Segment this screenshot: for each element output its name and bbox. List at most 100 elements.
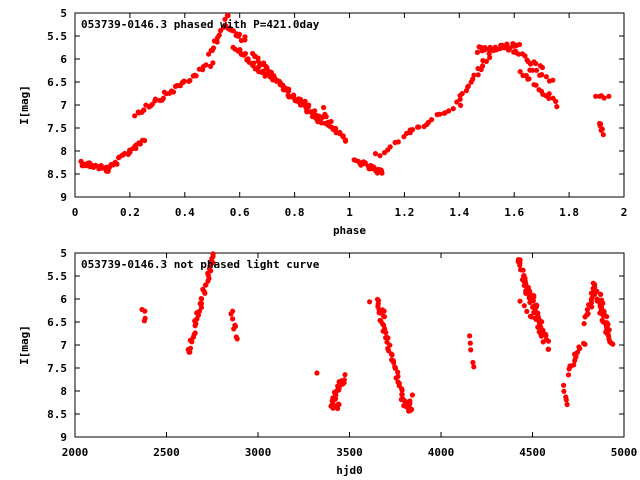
data-point (206, 51, 212, 57)
data-point (593, 93, 599, 99)
y-tick-label: 9 (60, 191, 67, 204)
x-tick-label: 2 (621, 206, 628, 219)
data-point (105, 168, 111, 174)
data-point (534, 67, 540, 73)
data-point (470, 359, 476, 366)
data-point (526, 295, 532, 301)
data-point (141, 107, 147, 113)
x-tick-label: 0.4 (175, 206, 195, 219)
data-point (392, 365, 399, 371)
data-point (187, 77, 193, 84)
data-point (203, 282, 209, 288)
plot-frame (74, 252, 625, 438)
data-point (571, 362, 577, 368)
data-point (577, 346, 583, 352)
data-point (230, 316, 236, 322)
data-point (606, 336, 612, 342)
data-point (395, 139, 401, 145)
data-point (550, 77, 556, 83)
y-axis-label: I[mag] (18, 325, 31, 365)
y-tick-label: 7.5 (47, 362, 67, 375)
data-point (531, 293, 537, 299)
data-point (545, 346, 551, 352)
data-point (471, 364, 477, 370)
chart-panel-2: 2000 2500 3000 3500 4000 4500 5000 5 5.5 6 6.5 7 7.5… (18, 247, 637, 477)
x-axis-label: hjd0 (336, 464, 363, 477)
data-point (141, 318, 147, 324)
data-point (272, 76, 278, 82)
data-point (474, 49, 480, 56)
x-tick-label: 1.6 (504, 206, 524, 219)
data-point (446, 108, 452, 114)
x-tick-label: 1.2 (394, 206, 414, 219)
y-tick-label: 5 (60, 7, 67, 20)
data-point (222, 16, 228, 22)
data-point (563, 397, 569, 403)
data-point (604, 314, 610, 320)
data-point (543, 332, 549, 339)
data-point (517, 69, 523, 75)
data-point (598, 291, 604, 297)
data-point (374, 296, 381, 302)
data-point (132, 113, 138, 119)
data-point (377, 153, 383, 159)
data-point (465, 83, 471, 89)
data-point (545, 338, 552, 344)
data-point (522, 53, 528, 59)
data-point (264, 65, 270, 71)
x-tick-label: 1.8 (559, 206, 579, 219)
data-point (565, 372, 572, 378)
data-point (450, 106, 456, 112)
data-point (524, 308, 530, 314)
data-point (407, 398, 413, 404)
data-point (276, 78, 282, 84)
data-point (487, 54, 493, 61)
data-point (584, 312, 590, 318)
data-point (199, 296, 205, 302)
data-point (526, 76, 532, 82)
data-point (323, 114, 329, 120)
y-tick-label: 5.5 (47, 270, 67, 283)
data-point (499, 42, 505, 49)
data-point (376, 310, 382, 316)
data-point (342, 138, 349, 144)
data-point (395, 369, 401, 375)
data-point (520, 267, 526, 273)
data-point (480, 63, 486, 69)
data-point (546, 95, 552, 101)
data-point (210, 251, 216, 257)
y-tick-label: 7 (60, 99, 67, 112)
data-point (201, 288, 207, 295)
data-point (210, 60, 216, 66)
data-point (237, 47, 243, 53)
data-points (139, 251, 616, 414)
x-tick-label: 4500 (519, 446, 546, 459)
y-tick-label: 6 (60, 293, 67, 306)
x-tick-label: 0 (72, 206, 79, 219)
data-point (196, 308, 202, 314)
data-point (517, 298, 523, 304)
data-point (321, 104, 327, 111)
data-point (391, 359, 397, 366)
data-point (458, 102, 464, 108)
data-point (342, 372, 348, 378)
data-point (286, 86, 292, 92)
data-point (399, 387, 405, 393)
data-point (467, 333, 473, 339)
data-point (299, 102, 305, 108)
y-tick-label: 6.5 (47, 316, 67, 329)
data-point (335, 405, 341, 412)
data-point (606, 327, 612, 333)
data-point (180, 79, 187, 85)
y-tick-label: 8.5 (47, 408, 67, 421)
data-point (416, 124, 422, 130)
data-point (605, 322, 611, 328)
x-tick-label: 3000 (245, 446, 272, 459)
data-point (528, 314, 535, 320)
chart-panel-1: 0 0.2 0.4 0.6 0.8 1 1.2 1.4 1.6 1.8 2 5 5.5 6 6.5 7 7.5 8… (18, 7, 627, 237)
data-point (340, 134, 346, 140)
x-tick-label: 5000 (611, 446, 638, 459)
data-point (224, 12, 231, 18)
data-point (540, 327, 546, 334)
data-point (468, 347, 474, 353)
